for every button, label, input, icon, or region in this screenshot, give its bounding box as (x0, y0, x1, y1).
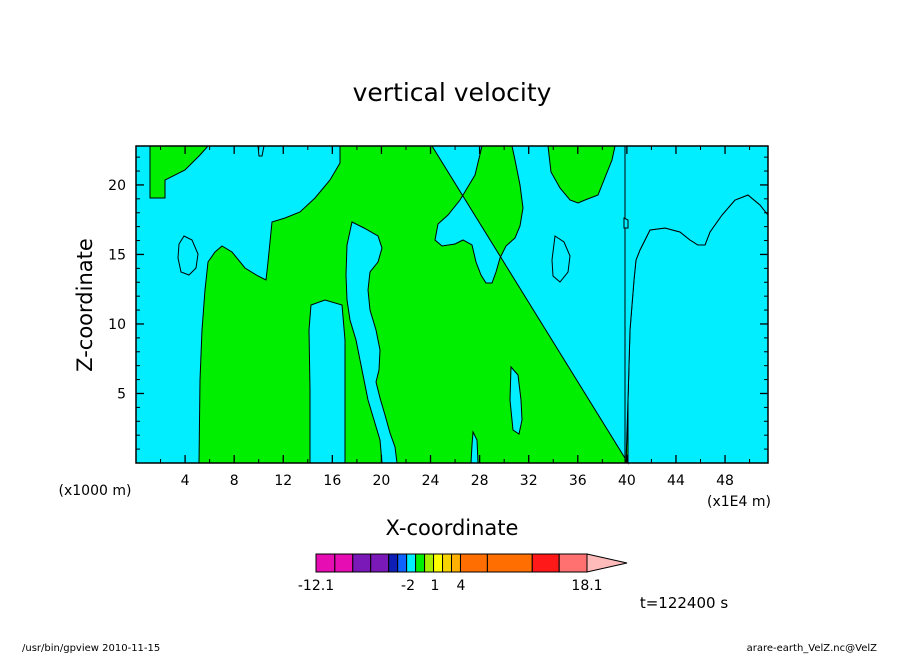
time-label: t=122400 s (640, 594, 728, 612)
colorbar-segment (424, 553, 435, 573)
contour-bubble-3 (509, 365, 523, 435)
y-tick-label: 10 (108, 317, 126, 333)
contour-region-upper-right (624, 145, 769, 464)
x-axis-ticks: 4 8 12 16 20 24 28 32 36 40 44 48 (160, 146, 751, 489)
colorbar-arrow (586, 553, 628, 573)
y-axis-label: Z-coordinate (73, 238, 97, 372)
colorbar-segment (315, 553, 336, 573)
colorbar-segment (415, 553, 426, 573)
x-tick-label: 48 (716, 473, 734, 489)
colorbar-label-4: 4 (457, 578, 466, 594)
contour-bubble-5 (623, 217, 629, 229)
colorbar-label-min: -12.1 (298, 578, 334, 594)
colorbar-segment (558, 553, 588, 573)
x-tick-label: 44 (667, 473, 685, 489)
colorbar-segment (531, 553, 560, 573)
colorbar-segment (451, 553, 461, 573)
contour-bubble-2 (551, 235, 571, 283)
y-axis-ticks: 5 10 15 20 (108, 156, 768, 450)
footer-right: arare-earth_VelZ.nc@VelZ (747, 643, 878, 654)
colorbar-labels: -12.1 -2 1 4 18.1 (298, 578, 603, 594)
colorbar-segment (486, 553, 533, 573)
x-tick-label: 40 (618, 473, 636, 489)
colorbar-label-1: 1 (431, 578, 440, 594)
colorbar-segment (433, 553, 444, 573)
x-axis-unit-left: (x1000 m) (59, 483, 132, 499)
contour-region-center-left (308, 299, 346, 464)
y-tick-label: 5 (117, 386, 126, 402)
x-axis-unit-right: (x1E4 m) (707, 494, 771, 510)
y-tick-label: 20 (108, 178, 126, 194)
colorbar-segment (352, 553, 372, 573)
contour-bubble-1 (177, 235, 199, 276)
colorbar-segment (370, 553, 390, 573)
footer-left: /usr/bin/gpview 2010-11-15 (22, 643, 160, 654)
x-tick-label: 20 (373, 473, 391, 489)
x-tick-label: 12 (274, 473, 292, 489)
plot-frame (135, 145, 769, 464)
x-axis-label: X-coordinate (386, 516, 519, 540)
x-tick-label: 8 (230, 473, 239, 489)
negative-region-group (135, 145, 769, 465)
x-tick-label: 24 (422, 473, 440, 489)
contour-region-center (345, 221, 398, 464)
contour-region-left (135, 145, 341, 464)
colorbar-segment (334, 553, 354, 573)
colorbar-segment (397, 553, 408, 573)
x-tick-label: 32 (520, 473, 538, 489)
x-tick-label: 36 (569, 473, 587, 489)
x-tick-label: 16 (323, 473, 341, 489)
x-tick-label: 4 (181, 473, 190, 489)
colorbar-label-max: 18.1 (571, 578, 602, 594)
colorbar-label-neg2: -2 (401, 578, 415, 594)
colorbar-segment (388, 553, 399, 573)
colorbar (315, 553, 628, 573)
chart-title: vertical velocity (353, 78, 552, 107)
x-tick-label: 28 (471, 473, 489, 489)
y-tick-label: 15 (108, 247, 126, 263)
colorbar-segment (442, 553, 452, 573)
colorbar-segment (406, 553, 417, 573)
colorbar-segment (459, 553, 488, 573)
